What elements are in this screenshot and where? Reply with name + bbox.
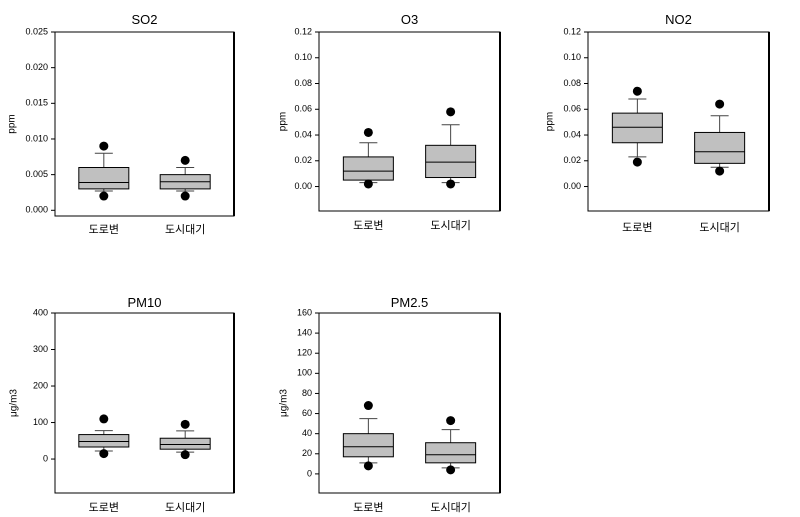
pm10-ytick-label-1: 100: [33, 417, 48, 427]
pm2-5-ytick-label-1: 20: [302, 448, 312, 458]
o3-outlier-1-0: [446, 107, 456, 117]
so2-ytick-label-4: 0.020: [25, 62, 48, 72]
so2-category-label-1: 도시대기: [165, 223, 205, 236]
o3-category-label-0: 도로변: [353, 219, 383, 232]
pm10-category-label-1: 도시대기: [165, 501, 205, 514]
pm2-5-category-label-0: 도로변: [353, 501, 383, 514]
so2-ytick-label-3: 0.015: [25, 98, 48, 108]
so2-outlier-1-1: [180, 191, 190, 201]
so2-ytick-label-2: 0.010: [25, 133, 48, 143]
pm2-5-ytick-label-6: 120: [297, 348, 312, 358]
no2-ytick-label-1: 0.02: [563, 155, 581, 165]
o3-category-label-1: 도시대기: [430, 219, 470, 232]
pm10-ytick-label-2: 200: [33, 380, 48, 390]
o3-ytick-label-3: 0.06: [294, 104, 312, 114]
so2-outlier-0-1: [99, 191, 109, 201]
so2-ytick-label-5: 0.025: [25, 26, 48, 36]
so2-y-axis-label: ppm: [7, 114, 18, 133]
so2-box-0: [78, 167, 130, 190]
o3-box-1: [425, 144, 477, 179]
pm2-5-category-label-1: 도시대기: [430, 501, 470, 514]
no2-outlier-1-0: [715, 99, 725, 109]
no2-ytick-label-0: 0.00: [563, 181, 581, 191]
o3-ytick-label-0: 0.00: [294, 181, 312, 191]
pm10-ytick-label-4: 400: [33, 307, 48, 317]
no2-box-0: [611, 112, 663, 144]
pm10-outlier-0-0: [99, 414, 109, 424]
pm10-ytick-label-0: 0: [43, 453, 48, 463]
pm10-box-0: [78, 434, 130, 448]
pm2-5-title: PM2.5: [391, 295, 429, 310]
pm10-ytick-label-3: 300: [33, 344, 48, 354]
no2-ytick-label-5: 0.10: [563, 52, 581, 62]
no2-outlier-1-1: [715, 166, 725, 176]
pm2-5-ytick-label-8: 160: [297, 307, 312, 317]
no2-y-axis-label: ppm: [545, 112, 556, 131]
pm2-5-box-0: [342, 433, 394, 458]
no2-box-1: [694, 131, 746, 164]
pm2-5-outlier-1-0: [446, 416, 456, 426]
so2-ytick-label-0: 0.000: [25, 205, 48, 215]
o3-outlier-0-0: [363, 127, 373, 137]
so2-title: SO2: [131, 12, 157, 27]
no2-ytick-label-6: 0.12: [563, 26, 581, 36]
so2-outlier-0-0: [99, 141, 109, 151]
pm2-5-ytick-label-3: 60: [302, 408, 312, 418]
pm2-5-ytick-label-7: 140: [297, 327, 312, 337]
pm2-5-ytick-label-5: 100: [297, 368, 312, 378]
pm2-5-outlier-0-0: [363, 401, 373, 411]
o3-chart: O3 ppm 0.00 0.02 0.04 0.06 0.08 0.10 0.12 도로변 도시대기: [278, 12, 501, 232]
no2-chart: NO2 ppm 0.00 0.02 0.04 0.06 0.08 0.10 0.12 도로변 도시대…: [545, 12, 770, 234]
pm10-plot-frame: [54, 312, 235, 494]
pm2-5-ytick-label-4: 80: [302, 388, 312, 398]
o3-ytick-label-1: 0.02: [294, 155, 312, 165]
pm2-5-outlier-1-1: [446, 465, 456, 475]
so2-category-label-0: 도로변: [89, 223, 119, 236]
o3-ytick-label-4: 0.08: [294, 78, 312, 88]
no2-category-label-1: 도시대기: [699, 221, 739, 234]
no2-outlier-0-1: [632, 157, 642, 167]
pm2-5-outlier-0-1: [363, 461, 373, 471]
pm2-5-ytick-label-0: 0: [307, 468, 312, 478]
o3-y-axis-label: ppm: [278, 112, 289, 131]
no2-category-label-0: 도로변: [622, 221, 652, 234]
o3-box-0: [342, 156, 394, 181]
so2-chart: SO2 ppm 0.000 0.005 0.010 0.015 0.020 0.025 도로변 도…: [7, 12, 235, 236]
pm10-outlier-1-0: [180, 419, 190, 429]
pm2-5-plot-frame: [318, 312, 501, 494]
o3-ytick-label-2: 0.04: [294, 129, 312, 139]
no2-ytick-label-2: 0.04: [563, 129, 581, 139]
pm10-category-label-0: 도로변: [89, 501, 119, 514]
pm2-5-ytick-label-2: 40: [302, 428, 312, 438]
pm10-outlier-0-1: [99, 449, 109, 459]
pm10-box-1: [159, 437, 211, 450]
pm2-5-y-axis-label: μg/m3: [279, 389, 290, 417]
o3-outlier-1-1: [446, 179, 456, 189]
no2-title: NO2: [665, 12, 692, 27]
pm10-y-axis-label: μg/m3: [9, 389, 20, 417]
o3-ytick-label-6: 0.12: [294, 26, 312, 36]
pm2-5-chart: PM2.5 μg/m3 0 20 40 60 80 100 120 140 160 도로변 도시대기: [279, 295, 501, 514]
pm10-title: PM10: [128, 295, 162, 310]
no2-ytick-label-3: 0.06: [563, 104, 581, 114]
o3-title: O3: [401, 12, 418, 27]
no2-ytick-label-4: 0.08: [563, 78, 581, 88]
no2-outlier-0-0: [632, 86, 642, 96]
so2-outlier-1-0: [180, 155, 190, 165]
pm10-outlier-1-1: [180, 450, 190, 460]
pm10-chart: PM10 μg/m3 0 100 200 300 400 도로변 도시대기: [9, 295, 235, 514]
o3-ytick-label-5: 0.10: [294, 52, 312, 62]
so2-ytick-label-1: 0.005: [25, 169, 48, 179]
o3-outlier-0-1: [363, 179, 373, 189]
pm2-5-box-1: [425, 442, 477, 464]
o3-plot-frame: [318, 31, 501, 212]
